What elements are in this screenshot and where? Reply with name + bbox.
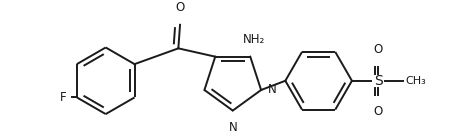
Text: O: O (175, 1, 184, 14)
Text: F: F (60, 91, 66, 104)
Text: N: N (228, 121, 237, 134)
Text: N: N (267, 83, 276, 96)
Text: CH₃: CH₃ (405, 76, 425, 86)
Text: NH₂: NH₂ (242, 33, 264, 46)
Text: S: S (373, 74, 382, 88)
Text: O: O (373, 43, 382, 56)
Text: O: O (373, 105, 382, 118)
